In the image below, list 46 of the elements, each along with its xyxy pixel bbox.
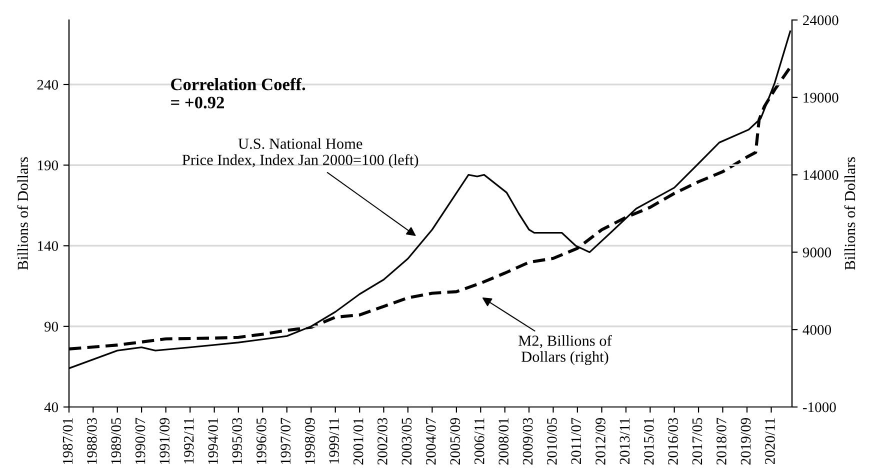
x-tick-label: 2012/09 [596, 418, 606, 465]
y-tick-label: 90 [44, 322, 58, 332]
y2-tick-label: 14000 [804, 170, 838, 180]
y2-axis-title: Billions of Dollars [844, 157, 856, 270]
x-tick-label: 2008/01 [498, 418, 509, 465]
x-tick-label: 2005/09 [450, 418, 460, 465]
x-tick-label: 1988/03 [86, 418, 97, 464]
y2-tick-label: -1000 [802, 402, 836, 412]
y-axis-title: Billions of Dollars [17, 157, 28, 270]
x-tick-label: 2020/11 [765, 418, 775, 464]
x-tick-label: 1998/09 [304, 418, 315, 464]
x-tick-label: 1989/05 [111, 418, 122, 464]
y-tick-label: 240 [37, 80, 58, 90]
x-tick-label: 2016/03 [668, 418, 678, 465]
x-tick-label: 2018/07 [716, 418, 726, 465]
x-tick-label: 1987/01 [62, 418, 73, 464]
x-tick-label: 2019/09 [740, 418, 751, 465]
x-tick-label: 1992/11 [184, 418, 194, 464]
x-tick-label: 1999/11 [329, 418, 339, 464]
annotation: U.S. National Home Price Index, Index Jan 2000=100 (left) [182, 138, 418, 168]
x-tick-label: 1995/03 [232, 418, 242, 464]
y2-tick-label: 19000 [804, 92, 838, 103]
x-tick-label: 1994/01 [208, 418, 218, 464]
x-tick-label: 2004/07 [426, 418, 436, 465]
x-tick-label: 1991/09 [160, 418, 170, 464]
y-tick-label: 140 [38, 241, 58, 251]
x-tick-label: 2001/01 [353, 418, 364, 465]
x-tick-label: 1997/07 [280, 418, 291, 464]
y2-tick-label: 4000 [802, 324, 832, 335]
y-tick-label: 190 [38, 160, 58, 170]
x-tick-label: 1990/07 [135, 418, 146, 464]
y2-tick-label: 9000 [802, 248, 832, 258]
x-tick-label: 2013/11 [620, 418, 630, 464]
x-tick-label: 1996/05 [256, 418, 266, 464]
x-tick-label: 2009/03 [522, 418, 533, 465]
x-tick-label: 2011/07 [571, 418, 582, 464]
x-tick-label: 2002/03 [378, 418, 388, 465]
annotation: Correlation Coeff. = +0.92 [171, 78, 306, 108]
y2-tick-label: 24000 [803, 15, 838, 26]
x-tick-label: 2017/05 [692, 418, 702, 465]
annotation: M2, Billions of Dollars (right) [518, 335, 612, 366]
x-tick-label: 2010/05 [547, 418, 557, 465]
x-tick-label: 2003/05 [402, 418, 412, 465]
y-tick-label: 40 [44, 402, 58, 412]
x-tick-label: 2015/01 [644, 418, 654, 465]
x-tick-label: 2006/11 [474, 418, 484, 464]
